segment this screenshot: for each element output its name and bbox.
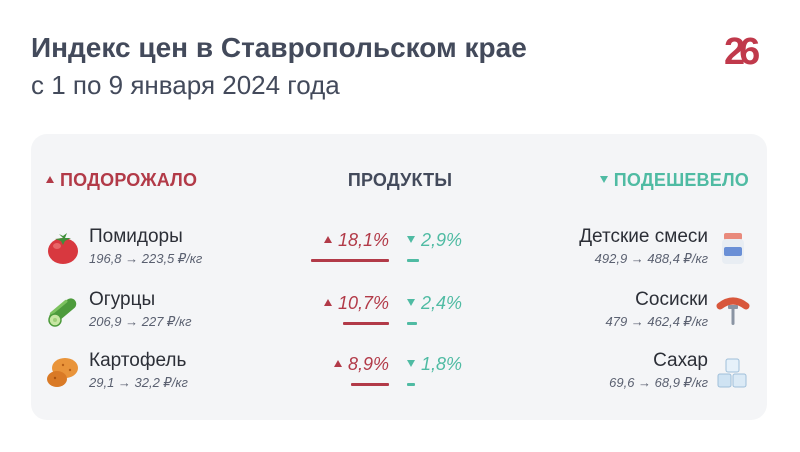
column-header-decreased: ПОДЕШЕВЕЛО [599, 170, 749, 191]
cucumber-icon [48, 298, 77, 327]
triangle-down-icon [599, 176, 608, 183]
column-header-products: ПРОДУКТЫ [347, 170, 453, 190]
increased-product-name: Огурцы [89, 289, 156, 310]
increase-bar [351, 383, 389, 386]
increase-percent: 18,1% [323, 230, 389, 251]
decrease-percent-value: 2,4% [421, 293, 463, 313]
page-subtitle: с 1 по 9 января 2024 года [31, 70, 340, 100]
column-header-decreased-label: ПОДЕШЕВЕЛО [613, 170, 749, 190]
decreased-product-name: Сахар [653, 350, 708, 371]
decreased-product-price: 479 → 462,4 ₽/кг [605, 314, 709, 329]
decrease-bar [407, 322, 417, 325]
decrease-percent-value: 1,8% [421, 354, 463, 374]
triangle-down-icon [407, 360, 415, 367]
tomato-icon [48, 233, 78, 264]
sugar-cubes-icon [717, 358, 747, 388]
product-row: Картофель 29,1 → 32,2 ₽/кг 8,9% 1,8% Сах… [0, 350, 800, 406]
increase-bar [311, 259, 389, 262]
increase-bar [343, 322, 389, 325]
decrease-bar [407, 259, 419, 262]
triangle-down-icon [407, 299, 415, 306]
triangle-down-icon [407, 236, 415, 243]
product-row: Огурцы 206,9 → 227 ₽/кг 10,7% 2,4% Сосис… [0, 289, 800, 345]
decreased-product-name: Сосиски [635, 289, 708, 310]
column-header-increased: ПОДОРОЖАЛО [46, 170, 197, 191]
sausage-fork-icon [716, 297, 750, 325]
svg-text:26: 26 [724, 31, 759, 72]
decrease-percent: 2,9% [407, 230, 462, 251]
decreased-product-price: 492,9 → 488,4 ₽/кг [594, 251, 708, 266]
increase-percent: 10,7% [323, 293, 389, 314]
decrease-percent: 2,4% [407, 293, 462, 314]
increase-percent-value: 18,1% [337, 230, 389, 250]
logo-26-icon: 26 [724, 31, 765, 72]
decreased-product-name: Детские смеси [579, 226, 708, 247]
decrease-percent: 1,8% [407, 354, 462, 375]
decrease-bar [407, 383, 415, 386]
increased-product-price: 196,8 → 223,5 ₽/кг [89, 251, 203, 266]
increase-percent: 8,9% [333, 354, 389, 375]
column-header-increased-label: ПОДОРОЖАЛО [60, 170, 198, 190]
increased-product-price: 29,1 → 32,2 ₽/кг [89, 375, 188, 390]
triangle-up-icon [46, 176, 54, 183]
potato-icon [47, 358, 78, 387]
baby-formula-jar-icon [722, 233, 744, 264]
increase-percent-value: 10,7% [337, 293, 389, 313]
decrease-percent-value: 2,9% [421, 230, 463, 250]
price-card [31, 134, 767, 420]
product-row: Помидоры 196,8 → 223,5 ₽/кг 18,1% 2,9% Д… [0, 226, 800, 282]
increase-percent-value: 8,9% [347, 354, 389, 374]
triangle-up-icon [333, 360, 342, 367]
triangle-up-icon [323, 299, 332, 306]
increased-product-name: Картофель [89, 350, 187, 371]
increased-product-name: Помидоры [89, 226, 183, 247]
increased-product-price: 206,9 → 227 ₽/кг [89, 314, 192, 329]
decreased-product-price: 69,6 → 68,9 ₽/кг [609, 375, 708, 390]
page-title: Индекс цен в Ставропольском крае [31, 32, 527, 63]
triangle-up-icon [323, 236, 332, 243]
